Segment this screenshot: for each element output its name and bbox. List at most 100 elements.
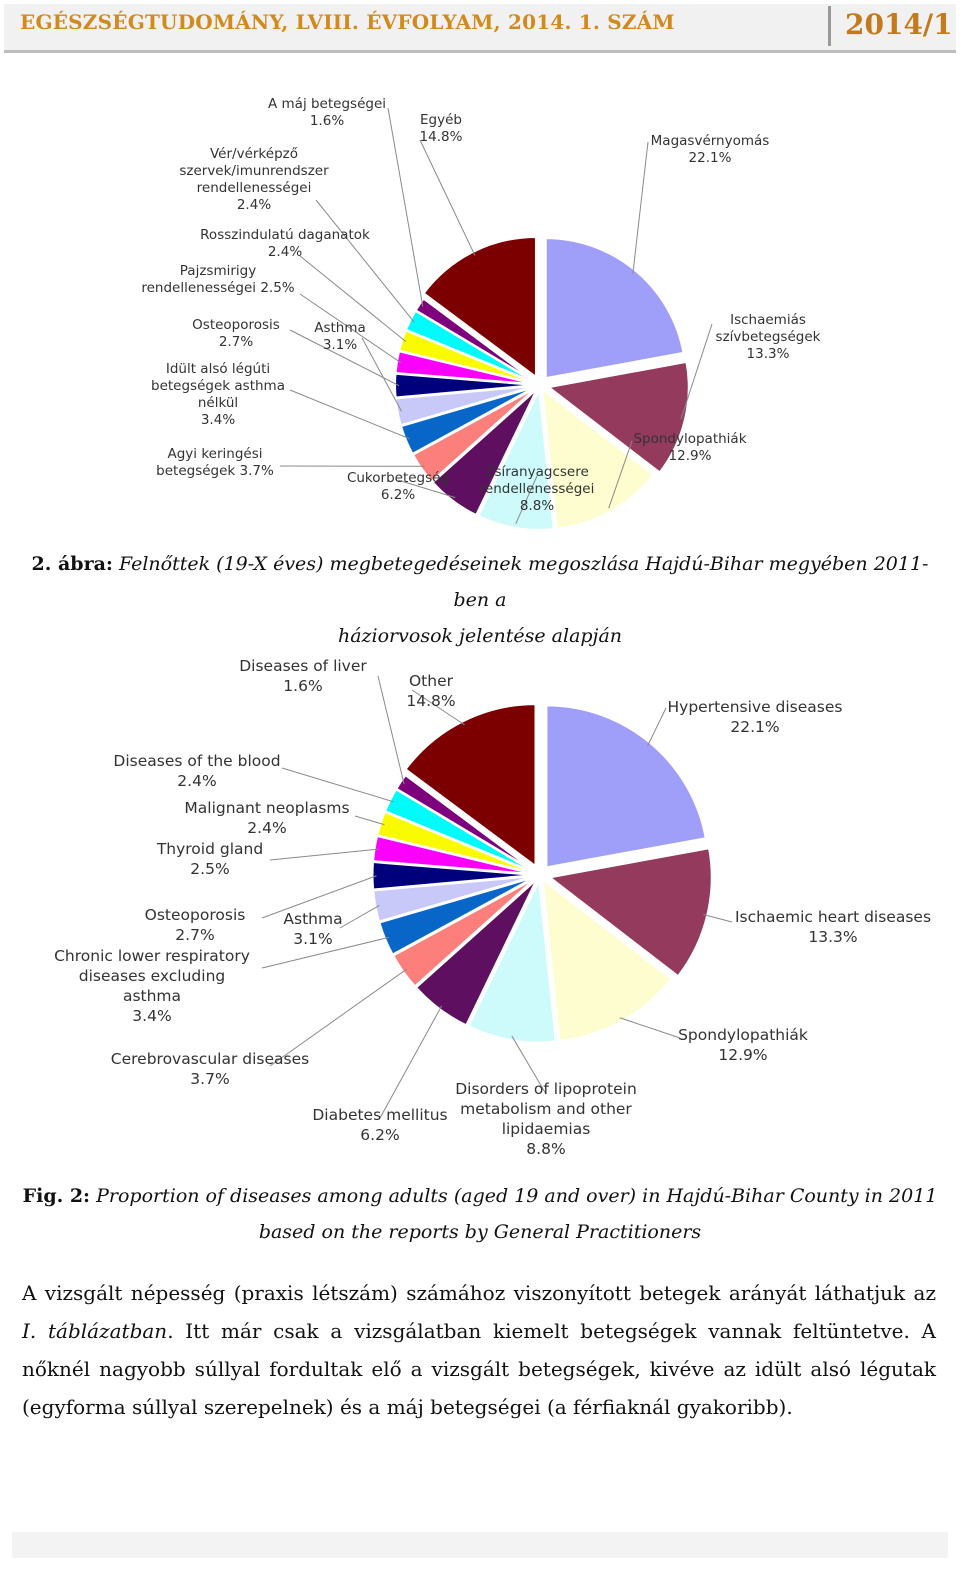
caption-label-hu: 2. ábra: xyxy=(31,553,113,575)
slice-label-line: Asthma xyxy=(283,910,342,928)
issue-box: 2014/1 xyxy=(828,6,955,46)
slice-label-line: szívbetegségek xyxy=(716,329,821,345)
leader-line-disorders-of-lipoprotein-metabolism-and-other-lipidaemias xyxy=(511,1035,547,1095)
slice-label-malignant-neoplasms: Malignant neoplasms 2.4% xyxy=(184,799,349,837)
leader-line-diseases-of-liver xyxy=(377,675,405,785)
slice-label-diabetes-mellitus: Diabetes mellitus 6.2% xyxy=(312,1106,447,1144)
slice-label-line: 2.4% xyxy=(237,197,271,213)
body-text-start: A vizsgált népesség (praxis létszám) szá… xyxy=(22,1281,936,1305)
slice-label-line: 22.1% xyxy=(730,718,779,736)
pie-chart-en: Hypertensive diseases 22.1% Ischaemic hear… xyxy=(54,657,931,1158)
journal-title: EGÉSZSÉGTUDOMÁNY, LVIII. ÉVFOLYAM, 2014.… xyxy=(20,10,675,34)
slice-label-line: A máj betegségei xyxy=(268,96,386,112)
leader-line-diseases-of-the-blood xyxy=(281,767,394,803)
slice-label-line: betegségek asthma xyxy=(151,378,285,394)
slice-label-pajzsmirigy-rendellenessegei: Pajzsmirigy rendellenességei 2.5% xyxy=(141,263,294,296)
slice-label-other: Other 14.8% xyxy=(406,672,455,710)
slice-label-diseases-of-the-blood: Diseases of the blood 2.4% xyxy=(113,752,280,790)
leader-line-thyroid-gland xyxy=(269,848,379,861)
slice-label-ver-verkepzo-szervek-imunrendszer-rendellenessegei: Vér/vérképző szervek/imunrendszer rendelle… xyxy=(179,146,329,213)
slice-label-line: Other xyxy=(409,672,454,690)
slice-label-line: 2.5% xyxy=(190,860,229,878)
slice-label-idult-also-leguti-betegsegek-asthma-nelkul: Idült alsó légúti betegségek asthma nélkül… xyxy=(151,361,285,428)
slice-label-line: Cerebrovascular diseases xyxy=(111,1050,309,1068)
leader-line-ischaemias-szivbetegsegek xyxy=(680,323,713,420)
slice-label-line: Pajzsmirigy xyxy=(180,263,256,279)
table-reference[interactable]: I. táblázatban xyxy=(22,1319,168,1343)
leader-line-osteoporosis xyxy=(289,329,400,387)
slice-label-diseases-of-liver: Diseases of liver 1.6% xyxy=(239,657,367,695)
slice-label-line: rendellenességei 2.5% xyxy=(141,280,294,296)
leader-line-asthma xyxy=(339,904,380,929)
slice-labels: Hypertensive diseases 22.1% Ischaemic hear… xyxy=(54,657,931,1158)
caption-text-hu-line1: Felnőttek (19-X éves) megbetegedéseinek … xyxy=(118,553,929,611)
slice-label-line: 2.4% xyxy=(177,772,216,790)
slice-label-line: Rosszindulatú daganatok xyxy=(200,227,370,243)
leader-line-osteoporosis xyxy=(261,875,377,919)
slice-label-line: Vér/vérképző xyxy=(210,146,298,162)
leader-line-cerebrovascular-diseases xyxy=(269,968,407,1067)
leader-line-other xyxy=(411,689,465,726)
caption-text-en-line1: Proportion of diseases among adults (age… xyxy=(96,1185,938,1207)
slice-label-line: nélkül xyxy=(198,395,238,411)
slice-label-magasvernyomas: Magasvérnyomás 22.1% xyxy=(651,133,770,166)
slice-label-asthma: Asthma 3.1% xyxy=(283,910,342,948)
pie-slices xyxy=(394,235,690,530)
leader-line-malignant-neoplasms xyxy=(354,815,385,826)
slice-label-line: Spondylopathiák xyxy=(633,431,746,447)
slice-label-egyeb: Egyéb 14.8% xyxy=(420,112,463,145)
leader-line-hypertensive-diseases xyxy=(647,707,667,747)
slice-label-line: 3.1% xyxy=(293,930,332,948)
slice-label-line: diseases excluding xyxy=(79,967,226,985)
slice-label-line: Disorders of lipoprotein xyxy=(455,1080,637,1098)
slice-label-line: Magasvérnyomás xyxy=(651,133,770,149)
slice-label-line: Malignant neoplasms xyxy=(184,799,349,817)
slice-label-spondylopathiak: Spondylopathiák 12.9% xyxy=(633,431,746,464)
slice-label-line: Agyi keringési xyxy=(168,446,263,462)
page-header: EGÉSZSÉGTUDOMÁNY, LVIII. ÉVFOLYAM, 2014.… xyxy=(0,0,960,53)
slice-label-cerebrovascular-diseases: Cerebrovascular diseases 3.7% xyxy=(111,1050,309,1088)
pie-slice-spondylopathiak xyxy=(541,387,655,530)
slice-label-line: 6.2% xyxy=(381,487,415,503)
leader-lines xyxy=(261,675,733,1119)
slice-label-line: szervek/imunrendszer xyxy=(179,163,329,179)
slice-label-ischaemic-heart-diseases: Ischaemic heart diseases 13.3% xyxy=(735,908,931,946)
slice-label-line: 3.4% xyxy=(132,1007,171,1025)
slice-label-line: 8.8% xyxy=(520,498,554,514)
leader-line-spondylopathiak xyxy=(608,440,633,509)
leader-line-cukorbetegseg xyxy=(397,479,456,499)
pie-slice-a-maj-betegsegei xyxy=(414,297,537,384)
slice-label-line: 3.1% xyxy=(323,337,357,353)
caption-text-en-line2: based on the reports by General Practiti… xyxy=(258,1221,702,1243)
slice-label-line: Cukorbetegség xyxy=(347,470,449,486)
slice-label-line: 3.7% xyxy=(190,1070,229,1088)
slice-label-line: Zsíranyagcsere xyxy=(485,464,589,480)
slice-label-line: 1.6% xyxy=(283,677,322,695)
pie-slice-disorders-of-lipoprotein-metabolism-and-other-lipidaemias xyxy=(467,876,557,1044)
slice-label-line: Egyéb xyxy=(420,112,462,128)
header-bar xyxy=(4,4,956,53)
slice-label-line: 14.8% xyxy=(406,692,455,710)
slice-label-line: 13.3% xyxy=(808,928,857,946)
slice-label-line: Osteoporosis xyxy=(145,906,246,924)
pie-chart-hu: Magasvérnyomás 22.1% Ischaemiás szívbetegsé… xyxy=(141,96,821,530)
slice-label-line: 12.9% xyxy=(669,448,712,464)
figure-caption-hu: 2. ábra: Felnőttek (19-X éves) megbetege… xyxy=(20,546,940,654)
slice-label-osteoporosis: Osteoporosis 2.7% xyxy=(145,906,246,944)
pie-slice-zsiranyagcsere-rendellenessegei xyxy=(476,386,555,530)
pie-slice-magasvernyomas xyxy=(544,237,685,380)
slice-label-line: Diabetes mellitus xyxy=(312,1106,447,1124)
slice-label-line: 6.2% xyxy=(360,1126,399,1144)
leader-line-diabetes-mellitus xyxy=(379,1005,443,1119)
slice-label-line: 14.8% xyxy=(420,129,463,145)
leader-line-magasvernyomas xyxy=(632,141,649,274)
leader-line-ischaemic-heart-diseases xyxy=(703,914,733,923)
slice-label-line: 1.6% xyxy=(310,113,344,129)
pie-slice-ischaemias-szivbetegsegek xyxy=(546,360,690,474)
pie-slice-spondylopathiak xyxy=(541,877,673,1043)
pie-slice-cukorbetegseg xyxy=(431,388,538,517)
pie-slice-agyi-keringesi-betegsegek xyxy=(411,386,537,483)
slice-label-line: 22.1% xyxy=(689,150,732,166)
slice-label-line: rendellenességei xyxy=(480,481,595,497)
leader-line-zsiranyagcsere-rendellenessegei xyxy=(515,475,538,525)
